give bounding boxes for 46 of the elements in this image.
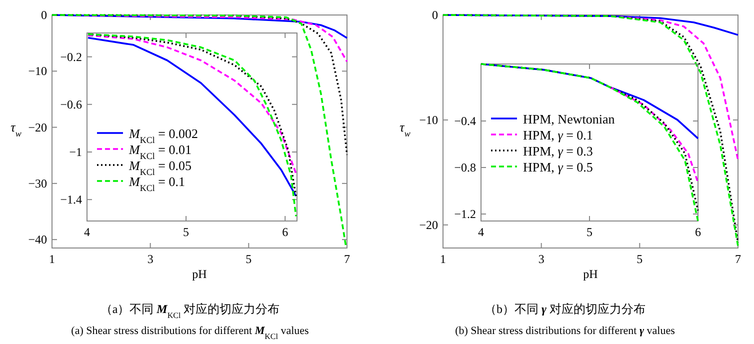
y-tick-label: −1.2: [454, 207, 476, 222]
x-tick-label: 6: [282, 225, 288, 239]
text: (b) Shear stress distributions for different γ values: [455, 325, 675, 337]
legend-label: M$_{KCl}$ = 0.002: [128, 126, 198, 145]
y-tick-label: −30: [28, 176, 47, 190]
text: （a）不同 M$_{KCl}$ 对应的切应力分布: [100, 302, 280, 320]
line-series: [51, 14, 347, 248]
legend-label: M$_{KCl}$ = 0.1: [128, 174, 185, 193]
y-tick-label: −0.4: [454, 114, 476, 128]
y-tick-label: −20: [419, 218, 438, 232]
legend-label: M$_{KCl}$ = 0.05: [128, 158, 192, 177]
legend-label: HPM, γ = 0.5: [523, 160, 593, 174]
x-tick-label: 5: [586, 225, 592, 239]
x-tick-label: 4: [84, 225, 90, 239]
x-tick-label: 1: [49, 252, 55, 266]
y-tick-label: −1: [69, 144, 82, 159]
x-tick-label: 7: [735, 252, 741, 266]
x-axis-title: pH: [583, 267, 598, 281]
y-tick-label: −1.4: [60, 192, 82, 207]
y-tick-label: −40: [28, 232, 47, 247]
legend-label: M$_{KCl}$ = 0.01: [128, 142, 192, 161]
text: (a) Shear stress distributions for different M$_{KCl}$ values: [71, 325, 309, 340]
x-tick-label: 1: [440, 252, 446, 266]
x-tick-label: 7: [344, 252, 350, 266]
y-tick-label: −0.8: [454, 160, 476, 175]
y-tick-label: −10: [28, 64, 47, 78]
x-tick-label: 3: [538, 252, 544, 266]
y-tick-label: 0: [432, 8, 438, 22]
y-tick-label: −0.6: [60, 97, 82, 112]
x-axis-title: pH: [192, 267, 208, 281]
legend-label: HPM, Newtonian: [523, 112, 616, 126]
x-tick-label: 5: [636, 252, 643, 266]
y-tick-label: −0.2: [60, 50, 82, 64]
x-tick-label: 4: [478, 225, 484, 239]
x-tick-label: 6: [695, 225, 701, 239]
y-tick-label: −20: [28, 120, 47, 134]
y-axis-title: τ$_{w}$: [400, 120, 410, 138]
x-tick-label: 3: [147, 252, 154, 266]
text: （b）不同 γ 对应的切应力分布: [484, 302, 646, 316]
y-tick-label: −10: [419, 112, 438, 127]
legend-label: HPM, γ = 0.3: [523, 144, 593, 158]
y-tick-label: 0: [41, 8, 47, 22]
y-axis-title: τ$_{w}$: [10, 120, 22, 138]
x-tick-label: 5: [246, 252, 252, 266]
legend-label: HPM, γ = 0.1: [523, 128, 593, 142]
x-tick-label: 5: [183, 225, 190, 239]
